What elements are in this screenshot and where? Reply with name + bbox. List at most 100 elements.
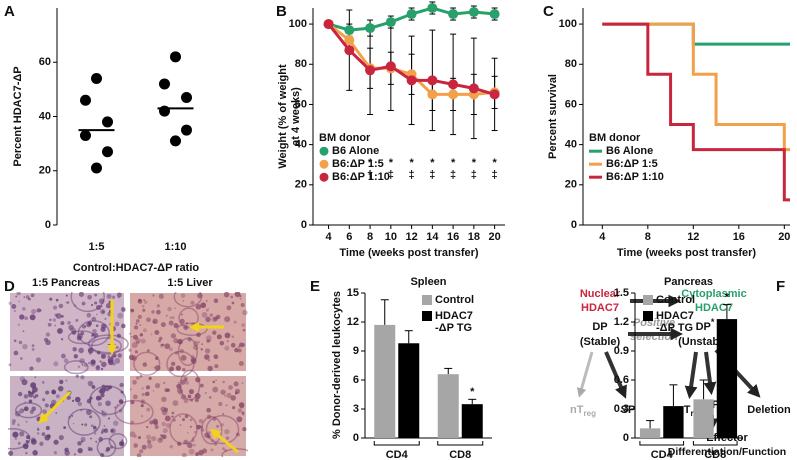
tissue-texture (71, 399, 75, 403)
tissue-texture (209, 313, 214, 317)
tissue-texture (60, 353, 66, 359)
tissue-texture (137, 314, 143, 320)
tissue-texture (194, 398, 199, 403)
tissue-texture (58, 303, 64, 309)
tissue-texture (35, 357, 41, 363)
point (468, 83, 479, 94)
node-label: DP (592, 321, 607, 333)
tissue-texture (88, 447, 93, 452)
node-text: nT (570, 404, 584, 416)
dot (170, 51, 181, 63)
tissue-texture (103, 425, 106, 428)
tissue-texture (72, 422, 75, 425)
tissue-texture (101, 428, 106, 433)
tissue-texture (29, 366, 34, 371)
tissue-texture (138, 436, 141, 440)
point (427, 3, 438, 13)
tissue-texture (100, 326, 106, 332)
tissue-texture (110, 355, 115, 359)
significance: * (725, 292, 730, 304)
y-tick-label: 20 (39, 165, 51, 177)
tissue-texture (197, 424, 202, 429)
tissue-texture (238, 402, 245, 408)
tissue-texture (22, 307, 26, 311)
point (344, 45, 355, 56)
tissue-texture (149, 420, 154, 425)
tissue-texture (87, 361, 91, 365)
tissue-texture (130, 308, 135, 313)
tissue-texture (121, 323, 126, 329)
dot (170, 135, 181, 147)
x-tick-label: 12 (405, 231, 417, 243)
tissue-texture (99, 308, 106, 315)
tissue-texture (117, 353, 122, 358)
node-label: SP (621, 404, 636, 416)
node-label: Cytoplasmic (681, 288, 746, 300)
tissue-texture (24, 401, 27, 403)
x-tick-label: CD8 (449, 449, 471, 460)
dot (181, 124, 192, 136)
arrow (604, 351, 627, 399)
tissue-texture (135, 337, 141, 344)
tissue-texture (73, 354, 79, 359)
tissue-texture (242, 426, 247, 432)
tissue-texture (22, 343, 28, 350)
tissue-texture (112, 295, 116, 299)
tissue-texture (107, 357, 114, 364)
tissue-texture (96, 437, 117, 457)
tissue-texture (106, 447, 111, 452)
tissue-texture (169, 316, 172, 319)
panel-label: F (776, 278, 785, 295)
x-tick-label: CD4 (651, 449, 674, 460)
tissue-texture (105, 303, 112, 309)
dot (159, 105, 170, 117)
significance: ‡ (388, 169, 394, 181)
point (468, 7, 479, 18)
x-tick-label: 20 (778, 231, 790, 243)
significance: † (367, 169, 373, 181)
x-tick-label: 4 (326, 231, 333, 243)
tissue-texture (65, 301, 68, 304)
tissue-texture (51, 389, 56, 395)
tissue-texture (25, 452, 28, 455)
dot (80, 94, 91, 106)
tissue-texture (200, 415, 223, 445)
tissue-texture (15, 295, 18, 298)
tissue-texture (18, 300, 21, 303)
tissue-texture (45, 390, 50, 395)
tissue-texture (236, 416, 243, 423)
tissue-texture (189, 418, 193, 422)
point (344, 35, 355, 46)
legend-label: Control (435, 294, 475, 306)
tissue-texture (201, 343, 204, 345)
tissue-texture (222, 447, 225, 451)
tissue-texture (238, 360, 244, 366)
tissue-texture (165, 314, 168, 317)
tissue-texture (23, 394, 29, 399)
tissue-texture (164, 415, 171, 422)
tissue-texture (161, 421, 167, 427)
y-axis-title: Percent survival (547, 74, 559, 159)
x-tick-label: 1:10 (164, 241, 186, 253)
tissue-texture (225, 404, 228, 407)
tissue-texture (49, 318, 52, 322)
tissue-texture (42, 409, 47, 414)
significance: * (472, 157, 477, 169)
tissue-texture (104, 317, 107, 321)
tissue-texture (117, 312, 124, 319)
tissue-texture (146, 407, 151, 412)
tissue-texture (55, 412, 58, 414)
tissue-texture (242, 328, 246, 332)
significance: ‡ (429, 169, 435, 181)
tissue-texture (95, 440, 98, 443)
tissue-texture (142, 362, 148, 367)
bar (374, 324, 396, 438)
tissue-texture (8, 301, 12, 305)
tissue-texture (179, 424, 182, 426)
tissue-texture (220, 389, 226, 395)
tissue-texture (133, 351, 161, 376)
tissue-texture (30, 293, 35, 298)
legend-swatch (422, 311, 432, 321)
x-tick-label: 16 (447, 231, 459, 243)
tissue-texture (139, 333, 144, 337)
